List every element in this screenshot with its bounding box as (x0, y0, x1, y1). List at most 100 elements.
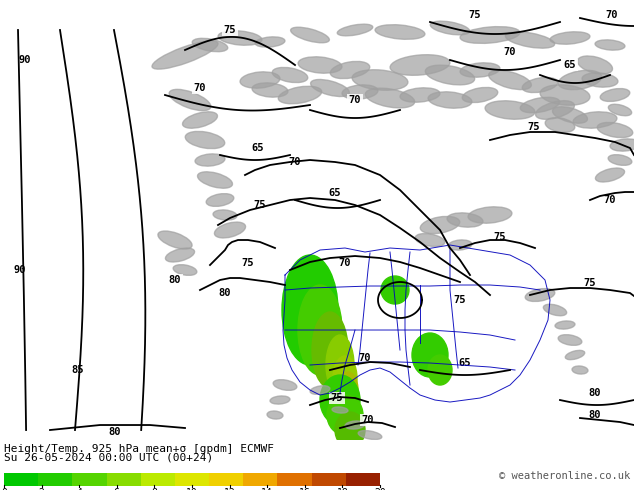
Ellipse shape (505, 32, 555, 48)
Text: 70: 70 (349, 95, 361, 105)
Ellipse shape (430, 21, 470, 35)
Text: 75: 75 (242, 258, 254, 268)
Ellipse shape (342, 85, 378, 99)
Ellipse shape (326, 335, 354, 395)
Text: © weatheronline.co.uk: © weatheronline.co.uk (499, 471, 630, 481)
Ellipse shape (521, 98, 560, 113)
Ellipse shape (485, 101, 535, 119)
Ellipse shape (428, 92, 472, 108)
Text: 90: 90 (14, 265, 26, 275)
Ellipse shape (390, 55, 450, 75)
Text: Height/Temp. 925 hPa mean+σ [gpdm] ECMWF: Height/Temp. 925 hPa mean+σ [gpdm] ECMWF (4, 444, 274, 454)
Ellipse shape (333, 356, 357, 400)
Ellipse shape (550, 32, 590, 44)
Text: 75: 75 (331, 393, 343, 403)
Ellipse shape (545, 118, 575, 132)
Ellipse shape (543, 304, 567, 316)
Ellipse shape (489, 71, 531, 90)
Ellipse shape (214, 222, 245, 238)
Ellipse shape (267, 411, 283, 419)
Ellipse shape (559, 71, 602, 90)
Ellipse shape (358, 431, 382, 440)
Ellipse shape (273, 380, 297, 391)
Ellipse shape (185, 131, 224, 148)
Text: 70: 70 (288, 157, 301, 167)
Ellipse shape (240, 72, 280, 88)
Text: 14: 14 (261, 488, 273, 490)
Ellipse shape (448, 240, 472, 250)
Text: 75: 75 (469, 10, 481, 20)
Ellipse shape (320, 375, 360, 425)
Ellipse shape (337, 24, 373, 36)
Ellipse shape (272, 68, 307, 83)
Ellipse shape (278, 86, 321, 104)
Bar (141, 473, 175, 486)
Ellipse shape (566, 350, 585, 360)
Text: 65: 65 (564, 60, 576, 70)
Ellipse shape (338, 372, 358, 408)
Ellipse shape (428, 355, 452, 385)
Ellipse shape (558, 335, 582, 345)
Text: 12: 12 (224, 488, 235, 490)
Ellipse shape (298, 285, 342, 375)
Ellipse shape (290, 27, 330, 43)
Ellipse shape (573, 112, 617, 128)
Ellipse shape (206, 194, 234, 206)
Ellipse shape (540, 85, 590, 105)
Text: 65: 65 (329, 188, 341, 198)
Ellipse shape (555, 321, 575, 329)
Ellipse shape (330, 61, 370, 78)
Bar (38, 473, 72, 486)
Text: 20: 20 (374, 488, 386, 490)
Ellipse shape (582, 73, 618, 87)
Ellipse shape (332, 407, 348, 413)
Ellipse shape (468, 207, 512, 223)
Text: 6: 6 (114, 488, 120, 490)
Text: 85: 85 (72, 365, 84, 375)
Ellipse shape (218, 31, 262, 45)
Ellipse shape (522, 77, 558, 93)
Ellipse shape (415, 234, 445, 246)
Text: Su 26-05-2024 00:00 UTC (00+24): Su 26-05-2024 00:00 UTC (00+24) (4, 453, 213, 463)
Ellipse shape (310, 386, 330, 394)
Text: 75: 75 (254, 200, 266, 210)
Text: 70: 70 (359, 353, 372, 363)
Ellipse shape (412, 333, 448, 377)
Ellipse shape (165, 248, 195, 262)
Bar (278, 473, 312, 486)
Text: 75: 75 (494, 232, 507, 242)
Bar (4, 473, 38, 486)
Bar (209, 473, 243, 486)
Ellipse shape (462, 87, 498, 102)
Ellipse shape (195, 154, 225, 166)
Ellipse shape (298, 57, 342, 73)
Ellipse shape (381, 276, 409, 304)
Ellipse shape (270, 396, 290, 404)
Text: 16: 16 (299, 488, 311, 490)
Ellipse shape (525, 289, 555, 301)
Text: 75: 75 (584, 278, 596, 288)
Ellipse shape (420, 217, 460, 234)
Ellipse shape (375, 24, 425, 39)
Ellipse shape (192, 38, 228, 51)
Text: 70: 70 (604, 195, 616, 205)
Ellipse shape (169, 89, 211, 111)
Text: 70: 70 (504, 47, 516, 57)
Ellipse shape (400, 88, 440, 102)
Text: 65: 65 (252, 143, 264, 153)
Ellipse shape (609, 104, 631, 116)
Text: 70: 70 (605, 10, 618, 20)
Text: 75: 75 (224, 25, 236, 35)
Ellipse shape (600, 89, 630, 101)
Text: 2: 2 (39, 488, 44, 490)
Ellipse shape (536, 101, 574, 119)
Text: 80: 80 (219, 288, 231, 298)
Ellipse shape (252, 83, 288, 97)
Bar (346, 473, 380, 486)
Ellipse shape (213, 210, 237, 220)
Ellipse shape (578, 56, 612, 74)
Ellipse shape (183, 112, 217, 128)
Text: 75: 75 (454, 295, 466, 305)
Ellipse shape (572, 366, 588, 374)
Text: 80: 80 (589, 388, 601, 398)
